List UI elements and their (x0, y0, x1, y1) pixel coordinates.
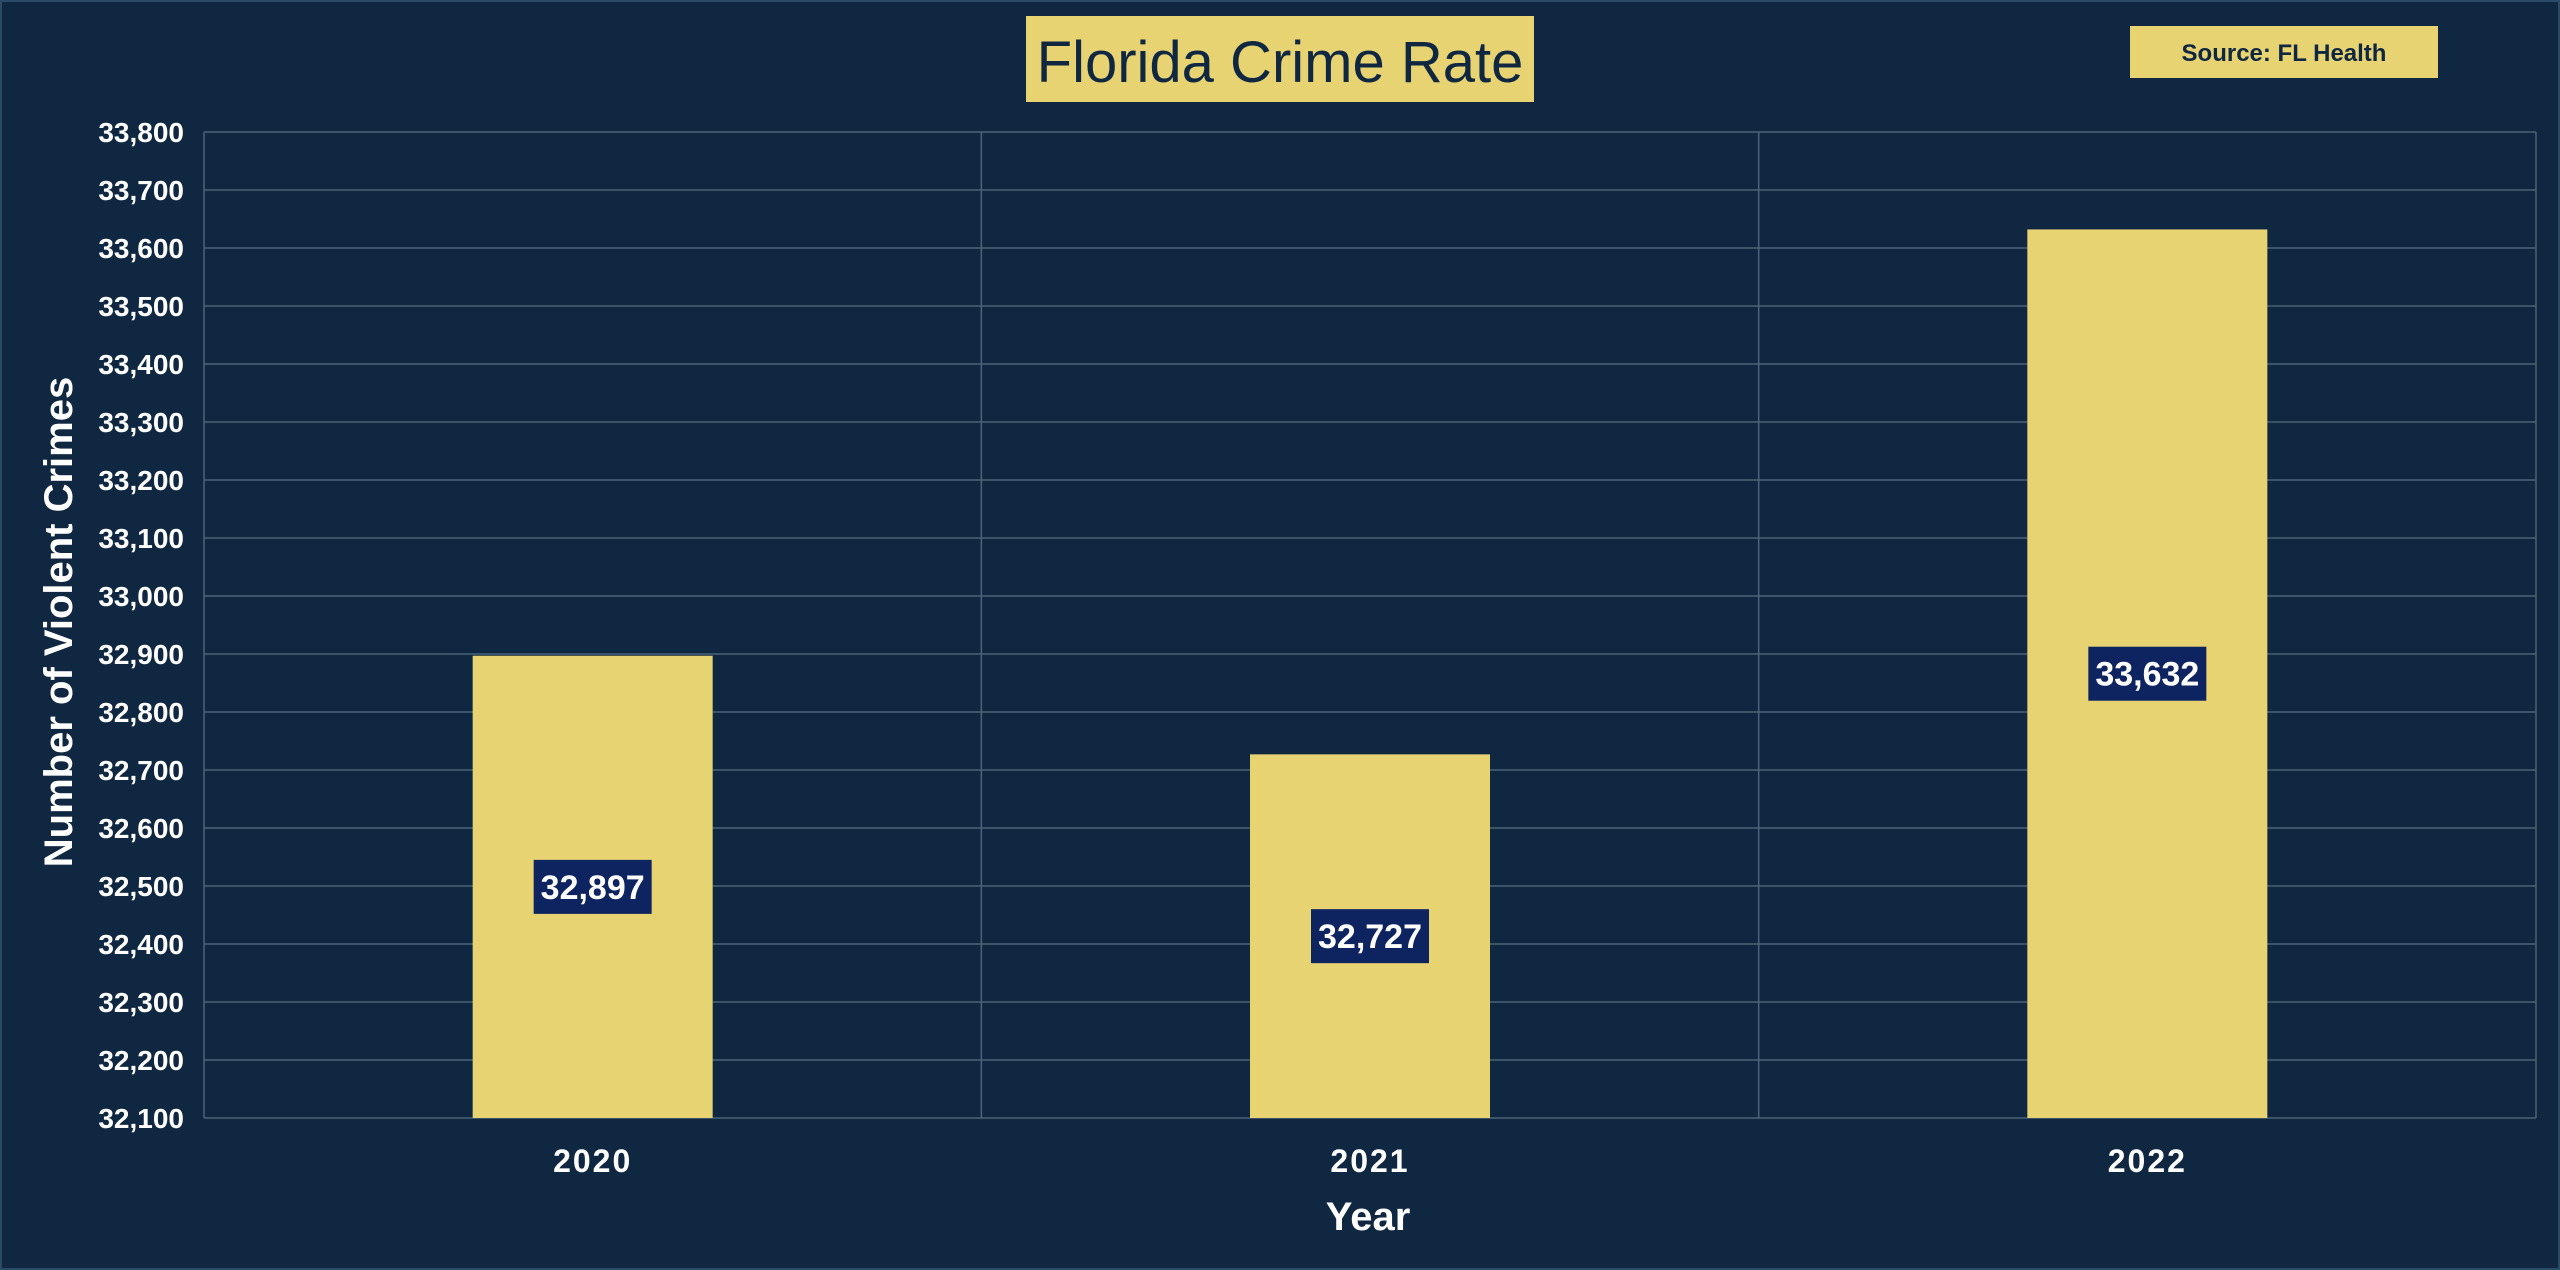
y-tick-label: 32,600 (98, 813, 184, 844)
y-tick-label: 32,900 (98, 639, 184, 670)
chart-title-box (1026, 16, 1534, 102)
y-tick-label: 32,100 (98, 1103, 184, 1134)
source-badge: Source: FL Health (2182, 40, 2387, 67)
y-axis-ticks: 33,800 33,700 33,600 33,500 33,400 33,300 33,2… (98, 117, 184, 1134)
y-tick-label: 33,700 (98, 175, 184, 206)
y-tick-label: 32,500 (98, 871, 184, 902)
y-tick-label: 32,400 (98, 929, 184, 960)
x-tick-label: 2020 (553, 1143, 632, 1179)
x-axis-ticks: 2020 2021 2022 (553, 1143, 2187, 1179)
data-label: 33,632 (2095, 656, 2199, 694)
chart-title: Florida Crime Rate (1037, 30, 1524, 95)
y-tick-label: 33,300 (98, 407, 184, 438)
x-axis-title: Year (1326, 1195, 1411, 1239)
y-tick-label: 33,000 (98, 581, 184, 612)
y-tick-label: 32,700 (98, 755, 184, 786)
x-tick-label: 2021 (1330, 1143, 1409, 1179)
data-label: 32,727 (1318, 918, 1422, 956)
data-label-box (2088, 646, 2207, 701)
y-tick-label: 33,100 (98, 523, 184, 554)
y-tick-label: 33,500 (98, 291, 184, 322)
y-axis-title: Number of Violent Crimes (37, 377, 81, 867)
y-tick-label: 33,600 (98, 233, 184, 264)
y-tick-label: 33,800 (98, 117, 184, 148)
y-tick-label: 32,800 (98, 697, 184, 728)
data-label-box (533, 859, 652, 914)
source-badge-box (2130, 26, 2438, 78)
y-tick-label: 33,200 (98, 465, 184, 496)
bars (472, 229, 2268, 1118)
x-tick-label: 2022 (2108, 1143, 2187, 1179)
data-label-box (1311, 909, 1429, 964)
y-tick-label: 32,300 (98, 987, 184, 1018)
y-tick-label: 33,400 (98, 349, 184, 380)
y-tick-label: 32,200 (98, 1045, 184, 1076)
data-labels: 32,897 32,727 33,632 (533, 646, 2207, 964)
data-label: 32,897 (541, 869, 645, 907)
